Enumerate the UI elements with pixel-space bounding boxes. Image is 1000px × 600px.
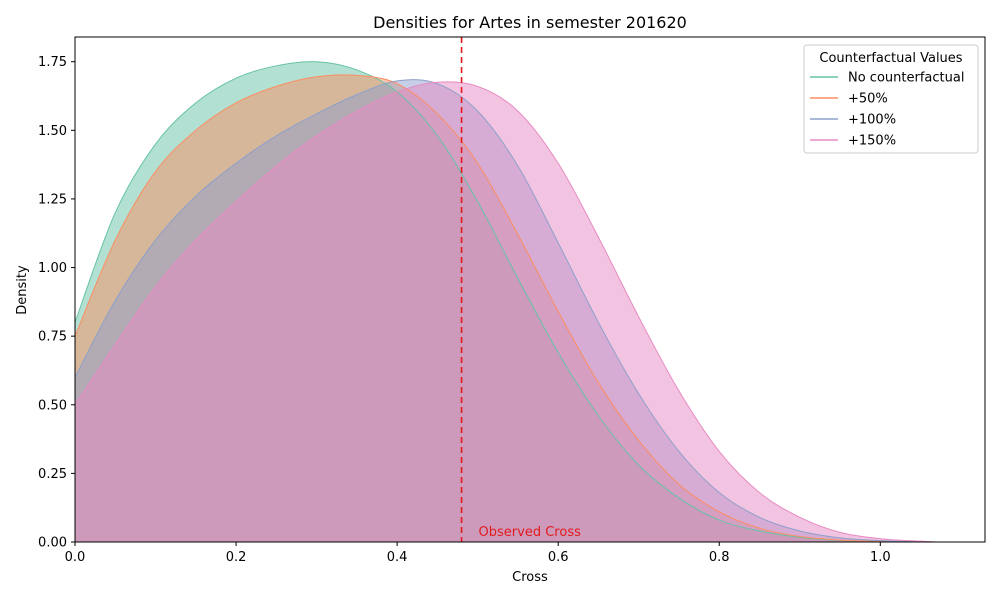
y-tick-label: 0.75 [38,330,67,345]
y-tick-label: 0.50 [38,398,67,413]
y-tick-label: 1.50 [38,124,67,139]
observed-cross-annotation: Observed Cross [479,525,582,540]
y-axis: 0.00 0.25 0.50 0.75 1.00 1.25 1.50 1.75 [38,55,75,551]
x-tick-label: 0.2 [226,550,247,565]
y-tick-label: 1.00 [38,261,67,276]
y-tick-label: 1.25 [38,192,67,207]
x-tick-label: 1.0 [870,550,891,565]
legend: Counterfactual Values No counterfactual +5… [803,44,979,154]
reference-line-group: Observed Cross [460,37,582,542]
y-axis-label: Density [15,265,30,315]
x-axis-label: Cross [512,570,548,585]
legend-entry-label: +100% [848,113,896,128]
plot-frame [74,36,986,543]
legend-box [803,44,979,154]
density-areas [75,61,937,543]
x-tick-label: 0.8 [709,550,730,565]
legend-entry-label: +150% [848,134,896,149]
density-line-series-2 [74,79,937,543]
density-area-series-3 [75,81,937,542]
chart-title: Densities for Artes in semester 201620 [373,13,687,32]
x-tick-label: 0.4 [387,550,408,565]
density-lines [74,61,937,543]
density-line-series-1 [74,74,937,543]
legend-entry-label: +50% [848,92,888,107]
x-axis: 0.0 0.2 0.4 0.6 0.8 1.0 [65,542,891,565]
x-tick-label: 0.6 [548,550,569,565]
y-tick-label: 1.75 [38,55,67,70]
legend-title: Counterfactual Values [819,51,962,66]
y-tick-label: 0.00 [38,536,67,551]
y-tick-label: 0.25 [38,467,67,482]
legend-entry-label: No counterfactual [848,71,964,86]
density-line-series-3 [74,81,937,543]
density-line-series-0 [74,61,937,543]
x-tick-label: 0.0 [65,550,86,565]
